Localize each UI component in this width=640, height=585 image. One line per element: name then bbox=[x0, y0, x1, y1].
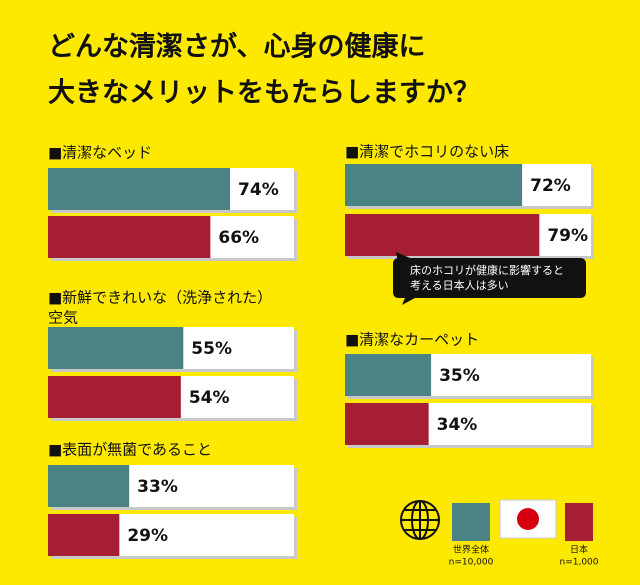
bar bbox=[48, 376, 181, 418]
bar bbox=[345, 214, 540, 256]
panel-title: ■清潔でホコリのない床 bbox=[345, 143, 509, 161]
title-line: どんな清潔さが、心身の健康に bbox=[48, 31, 425, 63]
panel-title: ■新鮮できれいな（洗浄された） bbox=[48, 289, 272, 307]
annotation-line: 考える日本人は多い bbox=[410, 278, 509, 292]
value-label: 74% bbox=[238, 180, 279, 200]
value-label: 35% bbox=[439, 366, 480, 386]
bar bbox=[48, 514, 120, 556]
panel-title: ■清潔なカーペット bbox=[345, 331, 479, 349]
panel-title: ■清潔なベッド bbox=[48, 144, 152, 162]
legend-note: n=10,000 bbox=[449, 558, 494, 568]
legend-name: 日本 bbox=[570, 544, 588, 556]
panel-title: ■表面が無菌であること bbox=[48, 441, 212, 459]
title-line: 大きなメリットをもたらしますか？ bbox=[48, 78, 480, 109]
value-label: 33% bbox=[137, 477, 178, 497]
callout bbox=[393, 258, 586, 305]
legend-name: 世界全体 bbox=[453, 544, 489, 556]
panel-title: 空気 bbox=[48, 309, 78, 327]
value-label: 66% bbox=[218, 228, 259, 248]
value-label: 54% bbox=[189, 388, 230, 408]
callout-tail bbox=[396, 252, 410, 262]
bar bbox=[48, 465, 130, 507]
value-label: 55% bbox=[191, 339, 232, 359]
legend-swatch bbox=[452, 503, 490, 541]
bar bbox=[345, 354, 432, 396]
legend-note: n=1,000 bbox=[559, 558, 598, 568]
globe-icon bbox=[400, 500, 440, 540]
value-label: 79% bbox=[547, 226, 588, 246]
annotation-line: 床のホコリが健康に影響すると bbox=[410, 263, 564, 277]
flag-circle bbox=[517, 508, 539, 530]
bar bbox=[48, 168, 231, 210]
value-label: 29% bbox=[127, 526, 168, 546]
legend-swatch bbox=[565, 503, 593, 541]
bar bbox=[345, 403, 429, 445]
value-label: 34% bbox=[437, 415, 478, 435]
value-label: 72% bbox=[530, 176, 571, 196]
bar bbox=[48, 327, 184, 369]
bar bbox=[48, 216, 211, 258]
bar bbox=[345, 164, 523, 206]
